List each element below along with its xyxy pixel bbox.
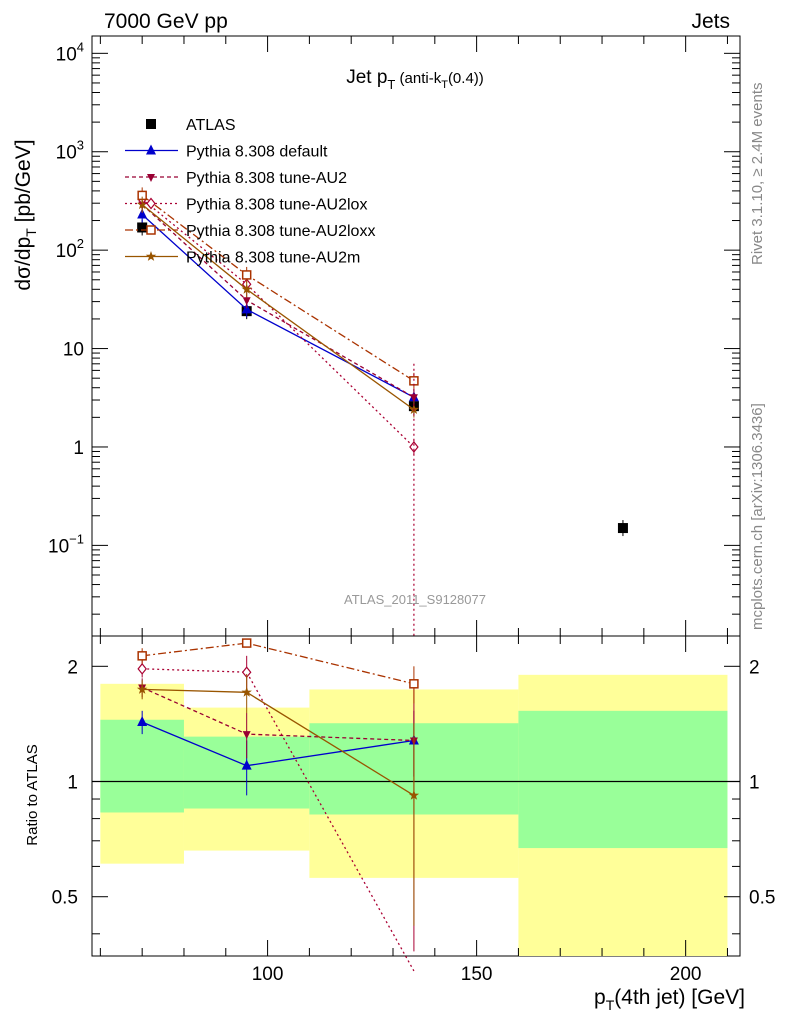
legend-label: Pythia 8.308 tune-AU2 [186,170,347,187]
x-tick-label: 200 [670,964,702,985]
y-tick-label: 10 [63,340,84,361]
ratio-plot-frame [91,635,741,957]
legend-entry: ATLAS [146,117,236,134]
data-point [241,638,252,648]
y-tick-label: 102 [56,236,84,262]
main-y-axis-label: dσ/dpT [pb/GeV] [12,139,39,290]
y-tick-label: 1 [749,773,760,794]
uncertainty-band-green [518,710,728,849]
uncertainty-band-green [100,719,184,813]
legend-entry: Pythia 8.308 tune-AU2 [125,170,347,187]
data-point [137,651,147,661]
legend-entry: Pythia 8.308 default [125,144,328,161]
legend-entry: Pythia 8.308 tune-AU2m [125,250,360,267]
series-line [141,198,415,448]
data-point [409,441,419,453]
x-tick-label: 100 [252,964,284,985]
data-point [241,686,252,697]
data-point [242,297,251,306]
series-4 [137,187,419,389]
data-point [137,208,148,219]
side-label-bottom: mcplots.cern.ch [arXiv:1306.3436] [749,403,766,630]
legend-marker [146,197,156,210]
legend-label: Pythia 8.308 tune-AU2m [186,250,360,267]
legend-marker [145,251,157,261]
legend-label: Pythia 8.308 default [186,144,328,161]
legend-entry: Pythia 8.308 tune-AU2loxx [125,223,375,240]
header-right: Jets [691,10,730,33]
side-label-top: Rivet 3.1.10, ≥ 2.4M events [749,83,766,266]
data-point [242,731,251,740]
ratio-series-4 [136,673,420,926]
legend-label: ATLAS [186,117,236,134]
data-point [137,222,148,233]
data-point [409,679,419,689]
legend-label: Pythia 8.308 tune-AU2loxx [186,223,375,240]
series-line [142,642,415,685]
ratio-series-3 [137,638,419,704]
y-tick-label: 2 [749,657,760,678]
legend-marker [146,144,156,155]
legend-marker [146,119,156,129]
ratio-y-axis-label: Ratio to ATLAS [24,744,41,845]
legend-label: Pythia 8.308 tune-AU2lox [186,197,367,214]
data-point [241,303,252,314]
header-left: 7000 GeV pp [104,10,228,33]
data-point [136,199,148,210]
data-point [137,716,148,727]
y-tick-label: 103 [56,138,84,164]
legend-marker [147,174,155,182]
data-point [408,789,420,800]
data-point [617,523,628,534]
data-point [241,283,252,294]
main-panel: 10−1 1 10 102 103 104 Jet pT (anti-kT(0.4)) d… [12,35,741,637]
legend-entry: Pythia 8.308 tune-AU2lox [125,197,367,214]
data-point [137,662,147,675]
legend: ATLAS Pythia 8.308 default Pythia 8.308 tu… [125,117,375,267]
watermark: ATLAS_2011_S9128077 [344,592,486,607]
y-tick-label: 1 [67,773,78,794]
ratio-panel: 0.5 0.5 1 1 2 2 100 150 200 Ratio to ATLAS pT(4t… [24,635,775,1013]
y-tick-label: 1 [73,438,84,459]
y-tick-label: 10−1 [48,531,84,557]
y-tick-label: 2 [67,657,78,678]
y-tick-label: 104 [56,39,84,65]
y-tick-label: 0.5 [52,888,78,909]
y-tick-label: 0.5 [749,888,775,909]
data-point [241,759,252,770]
series-line [141,214,415,398]
x-tick-label: 150 [461,964,493,985]
data-point [241,270,252,280]
legend-marker [146,225,156,235]
data-point [136,683,148,694]
main-title: Jet pT (anti-kT(0.4)) [346,67,484,92]
data-point [409,376,419,386]
x-axis-label: pT(4th jet) [GeV] [594,986,745,1013]
data-point [409,394,418,403]
